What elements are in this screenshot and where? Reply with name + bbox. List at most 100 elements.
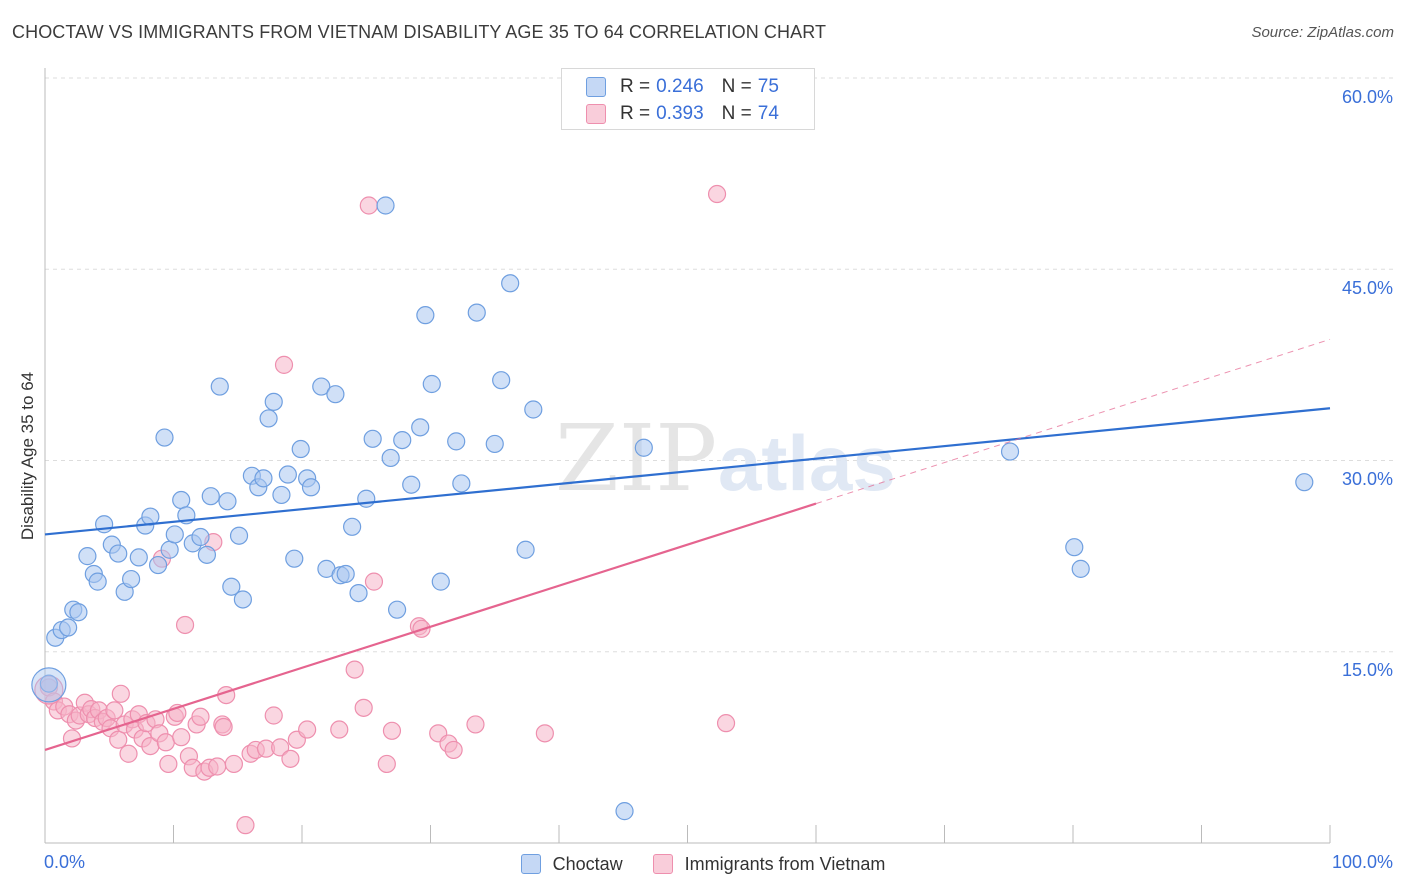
- data-point: [264, 706, 283, 725]
- source-credit: Source: ZipAtlas.com: [1251, 24, 1394, 41]
- series-legend: Choctaw Immigrants from Vietnam: [0, 852, 1406, 876]
- data-point: [119, 744, 138, 763]
- n-label: N =: [721, 76, 752, 97]
- watermark: ZIP atlas: [555, 405, 896, 512]
- data-point: [197, 545, 217, 564]
- chart-title: CHOCTAW VS IMMIGRANTS FROM VIETNAM DISAB…: [12, 22, 827, 42]
- data-point: [69, 603, 88, 622]
- watermark-zip: ZIP: [555, 405, 717, 512]
- data-point: [343, 517, 362, 536]
- vietnam-swatch: [586, 104, 606, 124]
- data-point: [382, 721, 402, 740]
- legend-row-choctaw: R = 0.246 N = 75: [586, 75, 779, 99]
- data-point: [148, 555, 168, 575]
- data-point: [345, 660, 364, 679]
- choctaw-swatch: [586, 77, 606, 97]
- data-point: [175, 615, 195, 635]
- data-point: [236, 816, 255, 835]
- r-label: R =: [620, 103, 651, 124]
- data-point: [501, 274, 520, 293]
- data-point: [363, 429, 382, 448]
- data-point: [301, 478, 321, 497]
- trend-line-1: [44, 502, 817, 751]
- data-point: [160, 540, 179, 559]
- data-point: [326, 385, 345, 404]
- data-point: [210, 377, 229, 396]
- data-point: [634, 438, 653, 457]
- data-point: [1000, 442, 1020, 461]
- data-point: [165, 525, 184, 544]
- data-point: [59, 618, 78, 637]
- data-point: [615, 802, 634, 821]
- data-point: [707, 184, 727, 204]
- data-point: [109, 730, 128, 749]
- data-point: [111, 684, 130, 703]
- legend-item-choctaw[interactable]: Choctaw: [520, 853, 623, 875]
- data-point: [259, 409, 278, 428]
- data-point: [172, 728, 191, 747]
- data-point: [278, 465, 297, 484]
- data-point: [208, 757, 227, 776]
- data-point: [422, 374, 441, 394]
- y-tick-label-45: 45.0%: [1341, 278, 1393, 298]
- data-point: [264, 392, 283, 411]
- n-value: 74: [757, 103, 779, 124]
- data-point: [272, 485, 291, 505]
- legend-label-choctaw: Choctaw: [552, 853, 623, 874]
- data-point: [452, 474, 471, 493]
- legend-row-vietnam: R = 0.393 N = 74: [586, 102, 779, 126]
- data-point: [1071, 559, 1090, 578]
- data-point: [229, 526, 249, 545]
- data-point: [155, 428, 174, 447]
- data-point: [336, 564, 355, 584]
- data-point: [492, 371, 511, 390]
- vietnam-points: [34, 184, 736, 835]
- data-point: [105, 701, 124, 720]
- watermark-atlas: atlas: [718, 419, 896, 507]
- data-point: [364, 572, 384, 591]
- data-point-cluster: [31, 667, 67, 703]
- data-point: [376, 196, 395, 215]
- data-point: [716, 714, 736, 733]
- data-point: [466, 715, 485, 734]
- data-point: [381, 448, 400, 468]
- legend-label-vietnam: Immigrants from Vietnam: [684, 853, 886, 874]
- trend-line-0: [44, 407, 1331, 536]
- data-point: [172, 490, 191, 510]
- data-point: [312, 377, 331, 396]
- data-point: [524, 400, 543, 419]
- choctaw-points: [31, 196, 1314, 821]
- data-point: [416, 306, 435, 325]
- r-value: 0.246: [656, 76, 704, 97]
- data-point: [357, 489, 376, 508]
- vietnam-swatch: [652, 854, 673, 874]
- data-point: [444, 740, 463, 760]
- data-point: [271, 738, 290, 757]
- y-axis-label: Disability Age 35 to 64: [18, 371, 37, 541]
- data-point: [222, 577, 241, 596]
- data-point: [233, 590, 252, 609]
- data-point: [109, 544, 128, 563]
- data-point: [291, 439, 310, 459]
- data-point: [393, 431, 412, 450]
- data-point: [298, 720, 317, 739]
- data-point: [1065, 538, 1084, 557]
- r-label: R =: [620, 76, 651, 97]
- data-point: [156, 733, 175, 752]
- data-point: [88, 572, 107, 591]
- data-point: [354, 698, 373, 717]
- data-point: [349, 583, 368, 603]
- legend-item-vietnam[interactable]: Immigrants from Vietnam: [652, 853, 886, 875]
- y-tick-label-30: 30.0%: [1341, 469, 1393, 489]
- data-point: [159, 754, 178, 774]
- choctaw-swatch: [520, 854, 541, 874]
- data-point: [121, 569, 141, 589]
- r-value: 0.393: [656, 103, 704, 124]
- data-point: [535, 724, 554, 743]
- n-value: 75: [757, 76, 779, 97]
- stats-legend: R = 0.246 N = 75 R = 0.393 N = 74: [561, 68, 815, 130]
- n-label: N =: [721, 103, 752, 124]
- data-point: [330, 720, 349, 739]
- data-point: [39, 674, 58, 693]
